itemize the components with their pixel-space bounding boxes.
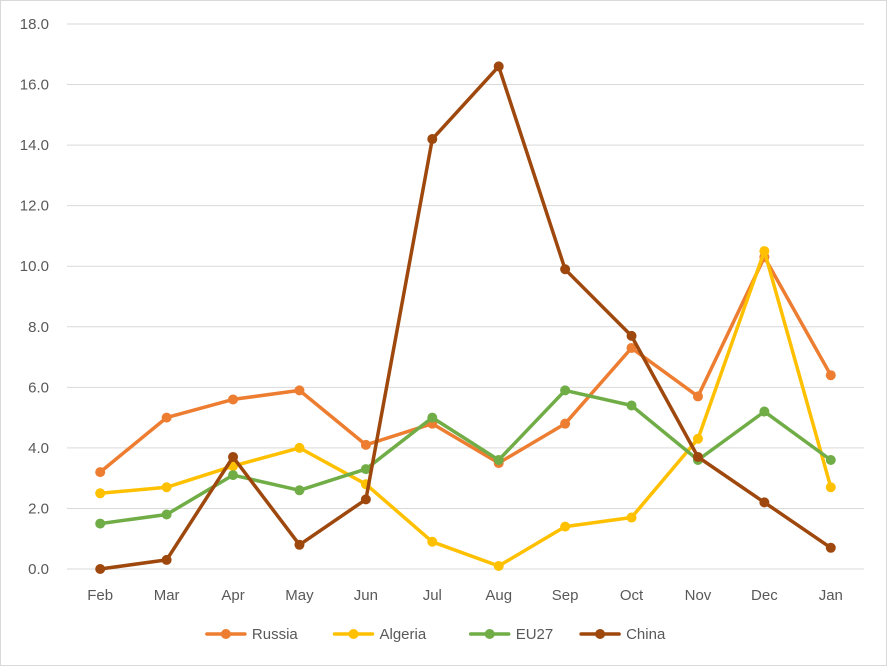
y-tick-label: 18.0 — [20, 16, 49, 33]
data-point — [161, 509, 172, 520]
data-point — [161, 554, 172, 565]
x-tick-label: Jan — [819, 587, 843, 604]
legend-item-algeria: Algeria — [332, 626, 427, 643]
data-point — [692, 433, 703, 444]
y-tick-label: 0.0 — [28, 561, 49, 578]
x-tick-label: Jun — [354, 587, 378, 604]
series-russia — [95, 252, 836, 478]
data-point — [626, 342, 637, 353]
data-point — [825, 370, 836, 381]
data-point — [228, 470, 239, 481]
data-point — [626, 330, 637, 341]
legend-marker — [348, 629, 359, 639]
data-point — [294, 485, 305, 496]
data-point — [692, 391, 703, 402]
y-tick-label: 12.0 — [20, 198, 49, 215]
data-point — [825, 482, 836, 493]
x-tick-label: Dec — [751, 587, 778, 604]
legend-item-china: China — [579, 626, 666, 643]
data-point — [493, 61, 504, 72]
y-tick-label: 8.0 — [28, 319, 49, 336]
legend-item-eu27: EU27 — [468, 626, 554, 643]
x-tick-label: Oct — [620, 587, 644, 604]
data-point — [560, 264, 571, 275]
x-tick-label: Mar — [154, 587, 180, 604]
series-line — [98, 64, 833, 571]
y-axis-ticks: 0.0 2.0 4.0 6.0 8.0 10.0 12.0 14.0 16.0 18.0 — [20, 16, 49, 578]
series-line — [98, 255, 833, 474]
x-tick-label: Feb — [87, 587, 113, 604]
y-tick-label: 10.0 — [20, 258, 49, 275]
legend-label: China — [626, 626, 666, 643]
data-point — [228, 394, 239, 405]
data-point — [294, 539, 305, 550]
data-point — [560, 385, 571, 396]
data-point — [759, 497, 770, 508]
data-point — [427, 536, 438, 547]
legend-marker — [595, 629, 606, 639]
data-point — [493, 560, 504, 571]
data-point — [493, 455, 504, 465]
data-point — [161, 482, 172, 493]
data-point — [759, 246, 770, 257]
y-tick-label: 4.0 — [28, 440, 49, 457]
x-tick-label: Aug — [485, 587, 512, 604]
legend-label: EU27 — [516, 626, 554, 643]
series-line — [98, 388, 833, 526]
x-tick-label: Nov — [685, 587, 712, 604]
legend-marker — [220, 629, 231, 639]
series-china — [95, 61, 836, 574]
data-point — [825, 542, 836, 553]
data-point — [360, 439, 371, 450]
x-tick-label: Jul — [423, 587, 442, 604]
data-point — [228, 451, 239, 462]
data-point — [626, 400, 637, 411]
data-point — [360, 464, 371, 475]
data-point — [95, 518, 106, 529]
data-point — [161, 412, 172, 423]
x-tick-label: Apr — [221, 587, 244, 604]
data-point — [294, 442, 305, 453]
x-tick-label: May — [285, 587, 314, 604]
data-point — [360, 494, 371, 505]
y-tick-label: 6.0 — [28, 379, 49, 396]
data-point — [294, 385, 305, 396]
data-point — [692, 451, 703, 462]
legend-marker — [484, 629, 495, 639]
data-point — [825, 455, 836, 465]
y-tick-label: 2.0 — [28, 500, 49, 517]
data-point — [759, 406, 770, 417]
legend: Russia Algeria EU27 China — [205, 626, 666, 643]
legend-label: Algeria — [380, 626, 427, 643]
y-tick-label: 16.0 — [20, 77, 49, 94]
data-point — [560, 418, 571, 429]
data-point — [626, 512, 637, 523]
data-point — [95, 467, 106, 478]
series-lines — [95, 61, 836, 574]
series-line — [98, 249, 833, 568]
legend-item-russia: Russia — [205, 626, 299, 643]
data-point — [427, 412, 438, 423]
data-point — [427, 134, 438, 145]
data-point — [95, 488, 106, 499]
legend-label: Russia — [252, 626, 299, 643]
data-point — [560, 521, 571, 532]
data-point — [95, 564, 106, 574]
y-tick-label: 14.0 — [20, 137, 49, 154]
x-axis-ticks: Feb Mar Apr May Jun Jul Aug Sep Oct Nov Dec Jan — [87, 587, 843, 604]
x-tick-label: Sep — [552, 587, 579, 604]
series-algeria — [95, 246, 836, 571]
